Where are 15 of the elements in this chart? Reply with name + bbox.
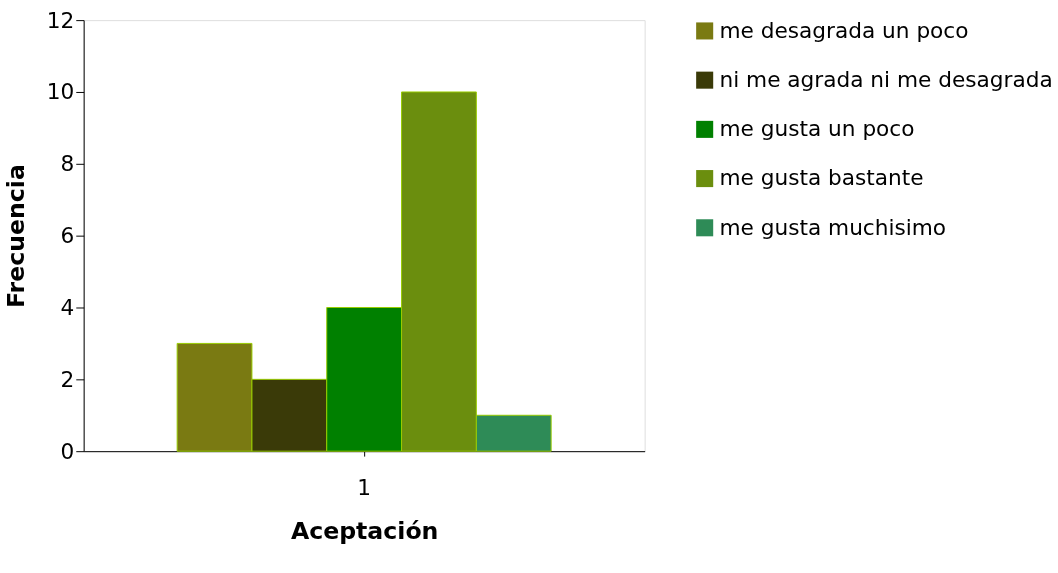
legend-label: me gusta bastante: [719, 165, 924, 191]
legend-label: ni me agrada ni me desagrada: [719, 67, 1053, 93]
legend-label: me desagrada un poco: [719, 17, 969, 43]
y-tick-label: 12: [46, 7, 75, 33]
legend-label: me gusta un poco: [719, 116, 915, 142]
y-tick-label: 2: [60, 366, 75, 392]
x-tick-label: 1: [357, 474, 372, 500]
y-tick-label: 6: [60, 223, 75, 249]
y-axis-title: Frecuencia: [2, 164, 31, 309]
y-tick-label: 10: [46, 79, 75, 105]
legend-label: me gusta muchisimo: [719, 214, 947, 240]
y-tick-label: 8: [60, 151, 75, 177]
y-tick-label: 0: [60, 438, 75, 464]
y-tick-label: 4: [60, 294, 75, 320]
x-axis-title: Aceptación: [290, 517, 439, 546]
